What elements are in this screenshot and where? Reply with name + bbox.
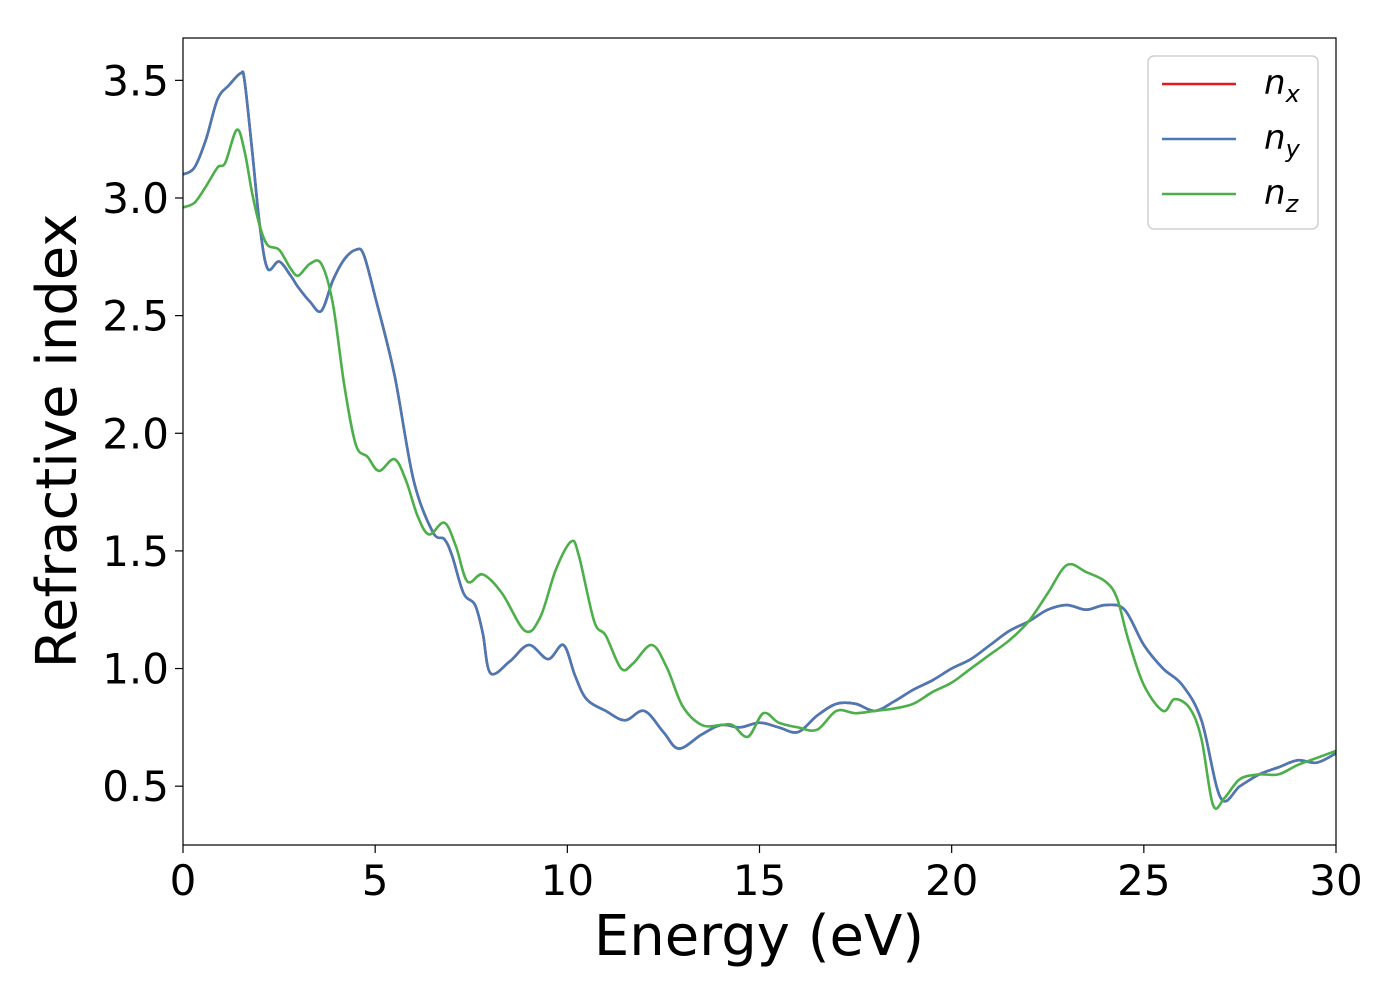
y-tick-label: 0.5 [102,762,169,811]
y-tick-label: 3.5 [102,56,169,105]
series-layer [183,70,1336,810]
x-tick-label: 20 [925,856,978,905]
series-line-n-z [183,128,1336,810]
y-axis: 0.5 1.0 1.5 2.0 2.5 3.0 3.5 [102,56,183,811]
x-tick-label: 10 [541,856,594,905]
legend: nx ny nz [1147,55,1319,230]
legend-label: nz [1264,173,1300,218]
legend-box [1147,55,1319,230]
legend-label: nx [1264,63,1301,108]
y-tick-label: 1.5 [102,527,169,576]
x-tick-label: 30 [1309,856,1362,905]
series-line-n-y [183,70,1336,803]
x-axis-title: Energy (eV) [594,904,924,969]
y-tick-label: 1.0 [102,645,169,694]
x-tick-label: 25 [1117,856,1170,905]
y-axis-title: Refractive index [25,214,90,669]
x-tick-label: 5 [362,856,389,905]
y-tick-label: 2.0 [102,409,169,458]
y-tick-label: 3.0 [102,174,169,223]
legend-label: ny [1264,118,1301,163]
x-tick-label: 0 [170,856,197,905]
x-tick-label: 15 [733,856,786,905]
y-tick-label: 2.5 [102,292,169,341]
x-axis: 0 5 10 15 20 25 30 [170,845,1363,905]
